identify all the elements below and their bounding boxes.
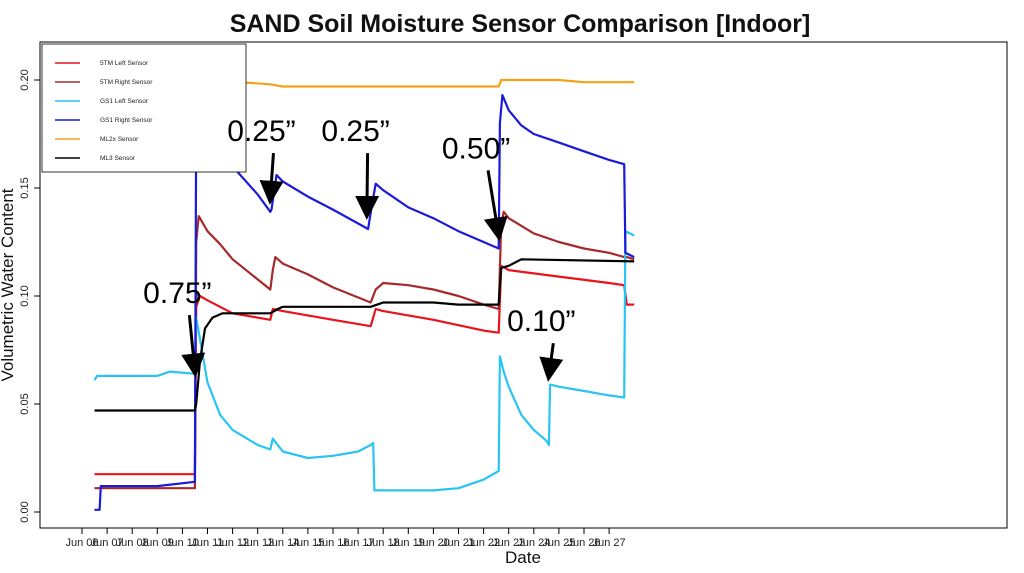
annotation-label: 0.75” bbox=[143, 277, 211, 310]
annotation-arrow bbox=[483, 170, 508, 242]
legend-label: GS1 Right Sensor bbox=[100, 117, 153, 124]
annotations: 0.75” 0.25” 0.25” 0.50” 0.10” bbox=[143, 115, 576, 382]
x-tick-label: Jun 26 bbox=[567, 537, 600, 549]
y-tick-label: 0.05 bbox=[19, 393, 31, 414]
annotation-arrow bbox=[355, 153, 380, 220]
x-tick-label: Jun 15 bbox=[291, 537, 324, 549]
legend-label: 5TM Left Sensor bbox=[100, 60, 149, 67]
x-tick-label: Jun 09 bbox=[141, 537, 174, 549]
annotation-label: 0.10” bbox=[507, 305, 575, 338]
x-tick-label: Jun 24 bbox=[517, 537, 550, 549]
legend: 5TM Left Sensor 5TM Right Sensor GS1 Left … bbox=[41, 43, 247, 173]
x-tick-label: Jun 13 bbox=[241, 537, 274, 549]
legend-label: 5TM Right Sensor bbox=[100, 79, 153, 86]
legend-label: ML3 Sensor bbox=[100, 155, 136, 162]
x-tick-label: Jun 21 bbox=[442, 537, 475, 549]
x-tick-label: Jun 12 bbox=[216, 537, 249, 549]
x-tick-label: Jun 23 bbox=[492, 537, 525, 549]
y-tick-label: 0.15 bbox=[19, 177, 31, 198]
series-line-0 bbox=[94, 264, 635, 476]
y-axis-title: Volumetric Water Content bbox=[0, 188, 17, 381]
x-tick-label: Jun 27 bbox=[593, 537, 626, 549]
x-tick-label: Jun 14 bbox=[266, 537, 299, 549]
x-tick-label: Jun 20 bbox=[417, 537, 450, 549]
x-tick-label: Jun 06 bbox=[65, 537, 98, 549]
annotation-label: 0.25” bbox=[227, 115, 295, 148]
x-tick-label: Jun 10 bbox=[166, 537, 199, 549]
legend-label: ML2x Sensor bbox=[100, 136, 139, 143]
chart-title: SAND Soil Moisture Sensor Comparison [In… bbox=[230, 10, 811, 38]
x-axis-title: Date bbox=[505, 548, 541, 567]
x-tick-label: Jun 22 bbox=[467, 537, 500, 549]
y-tick-label: 0.10 bbox=[19, 285, 31, 306]
annotation-label: 0.50” bbox=[442, 132, 510, 165]
x-tick-label: Jun 08 bbox=[116, 537, 149, 549]
x-tick-label: Jun 16 bbox=[316, 537, 349, 549]
legend-label: GS1 Left Sensor bbox=[100, 98, 149, 105]
annotation-arrow bbox=[539, 342, 564, 382]
x-tick-label: Jun 17 bbox=[342, 537, 375, 549]
y-axis: 0.00 0.05 0.10 0.15 0.20 bbox=[19, 69, 40, 523]
annotation-arrow bbox=[259, 153, 284, 205]
y-tick-label: 0.00 bbox=[19, 501, 31, 522]
annotation-label: 0.25” bbox=[321, 115, 389, 148]
legend-box bbox=[41, 43, 247, 173]
y-tick-label: 0.20 bbox=[19, 69, 31, 90]
x-tick-label: Jun 07 bbox=[91, 537, 124, 549]
x-tick-label: Jun 18 bbox=[367, 537, 400, 549]
x-tick-label: Jun 19 bbox=[392, 537, 425, 549]
series-line-1 bbox=[94, 210, 635, 490]
x-tick-label: Jun 11 bbox=[191, 537, 223, 549]
x-tick-label: Jun 25 bbox=[542, 537, 575, 549]
annotation-arrow bbox=[181, 314, 206, 378]
plot-area bbox=[39, 41, 1008, 529]
series-line-2 bbox=[93, 230, 635, 492]
